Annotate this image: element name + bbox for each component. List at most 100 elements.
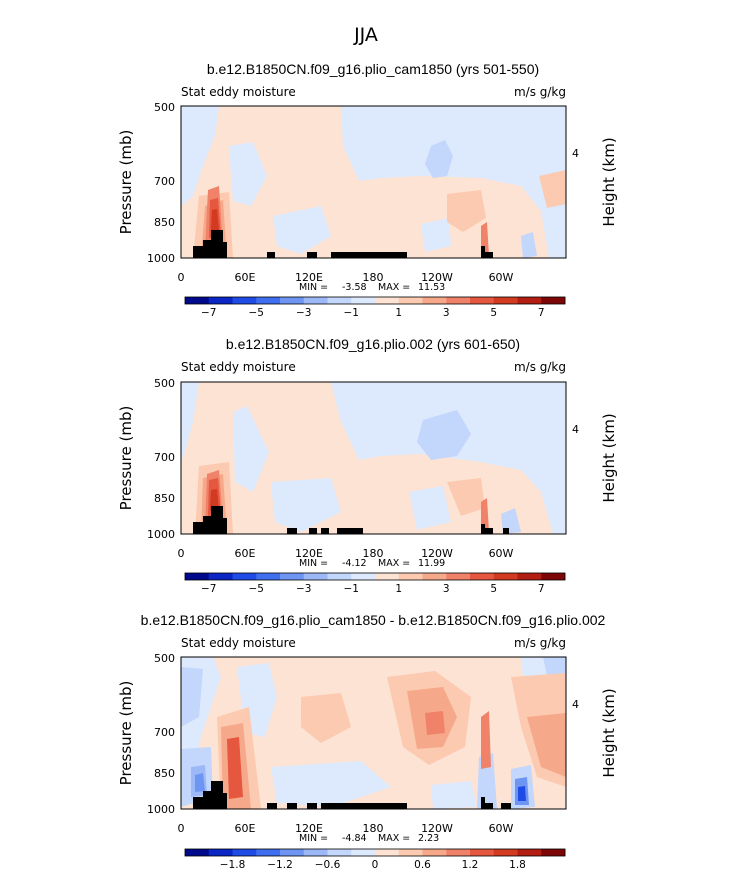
contour-fill-light-blue: [271, 478, 341, 532]
colorbar-swatch: [398, 297, 423, 304]
contour-fill-blue: [501, 508, 521, 534]
colorbar-swatch: [351, 573, 376, 580]
x-tick-label: 120E: [295, 822, 323, 835]
contour-fill-light-blue: [409, 486, 451, 530]
x-tick-label: 0: [178, 822, 185, 835]
contour-fill-blue: [195, 773, 205, 792]
colorbar-label: −3: [296, 583, 311, 595]
colorbar-swatch: [327, 573, 352, 580]
colorbar-swatch: [493, 573, 518, 580]
min-label: MIN =: [299, 833, 328, 844]
colorbar-label: −1: [344, 307, 359, 319]
y-tick-label: 850: [154, 216, 175, 229]
colorbar: −1.8 −1.2 −0.6 0 0.6 1.2 1.8: [184, 848, 566, 871]
colorbar-label: 0: [372, 859, 379, 871]
y-right-axis-label: Height (km): [600, 413, 618, 502]
colorbar-label: 3: [443, 307, 450, 319]
colorbar-swatch: [422, 849, 447, 856]
colorbar-swatch: [446, 573, 471, 580]
min-max-stats: MIN = -4.12 MAX = 11.99: [299, 558, 445, 569]
colorbar-swatch: [422, 297, 447, 304]
y-tick-label: 850: [154, 492, 175, 505]
x-tick-label: 0: [178, 547, 185, 560]
colorbar-label: −5: [249, 307, 264, 319]
units-label: m/s g/kg: [514, 85, 566, 99]
colorbar-label: 7: [538, 307, 545, 319]
colorbar-label: 0.6: [414, 859, 431, 871]
x-tick-label: 60W: [489, 822, 514, 835]
colorbar-swatch: [280, 297, 305, 304]
colorbar-swatch: [303, 573, 328, 580]
y-axis-label: Pressure (mb): [117, 406, 135, 511]
colorbar-border: [184, 848, 566, 857]
x-tick-label: 180: [363, 822, 384, 835]
topography-mask: [193, 506, 509, 534]
colorbar-swatch: [470, 573, 495, 580]
colorbar-label: 1: [395, 583, 402, 595]
contour-fill-blue: [521, 232, 537, 258]
contour-fill-light-blue: [181, 382, 199, 462]
x-ticks: 0 60E 120E 180 120W 60W: [178, 271, 514, 284]
colorbar-label: 3: [443, 583, 450, 595]
contour-fill-red: [211, 209, 219, 231]
colorbar-swatch: [398, 849, 423, 856]
panel-title: b.e12.B1850CN.f09_g16.plio_cam1850 (yrs …: [207, 61, 539, 77]
colorbar-swatch: [232, 849, 257, 856]
colorbar-label: −0.6: [315, 859, 341, 871]
colorbar-swatch: [185, 297, 210, 304]
plot-area: [180, 381, 567, 535]
colorbar-swatch: [470, 849, 495, 856]
contour-fill-light-blue: [421, 218, 451, 252]
colorbar-swatch: [280, 573, 305, 580]
colorbar-swatch: [232, 297, 257, 304]
colorbar-swatch: [493, 297, 518, 304]
y-tick-label: 1000: [147, 252, 175, 265]
x-tick-label: 120W: [421, 822, 453, 835]
min-value: -4.84: [342, 833, 367, 844]
colorbar-swatch: [517, 849, 542, 856]
colorbar-swatch: [303, 849, 328, 856]
max-label: MAX =: [378, 833, 410, 844]
contour-fill-orange: [527, 713, 566, 777]
max-label: MAX =: [378, 282, 410, 293]
contour-fill-orange: [301, 693, 351, 743]
y-right-tick-label: 4: [572, 423, 579, 436]
colorbar-swatch: [398, 573, 423, 580]
contour-fill-orange: [447, 478, 485, 516]
colorbar-swatch: [185, 573, 210, 580]
colorbar-label: −7: [201, 583, 216, 595]
colorbar-label: 1: [395, 307, 402, 319]
colorbar-border: [184, 572, 566, 581]
colorbar-label: −1.8: [220, 859, 246, 871]
colorbar-swatch: [351, 297, 376, 304]
topography-mask: [193, 230, 493, 258]
contour-fill-blue: [417, 410, 471, 460]
x-tick-label: 180: [363, 271, 384, 284]
colorbar-swatch: [351, 849, 376, 856]
colorbar-swatch: [517, 573, 542, 580]
contour-fill-orange: [425, 711, 445, 735]
colorbar-swatch: [517, 297, 542, 304]
max-label: MAX =: [378, 558, 410, 569]
min-label: MIN =: [299, 558, 328, 569]
min-label: MIN =: [299, 282, 328, 293]
y-axis-label: Pressure (mb): [117, 130, 135, 235]
colorbar-swatch: [446, 849, 471, 856]
colorbar-swatch: [375, 297, 400, 304]
y-right-tick-label: 4: [572, 147, 579, 160]
plot-area: [180, 105, 567, 259]
units-label: m/s g/kg: [514, 636, 566, 650]
colorbar-swatch: [446, 297, 471, 304]
colorbar-swatch: [208, 573, 233, 580]
colorbar-label: −7: [201, 307, 216, 319]
x-tick-label: 0: [178, 271, 185, 284]
topography-mask: [193, 781, 511, 809]
colorbar-label: 1.2: [462, 859, 479, 871]
colorbar-label: 5: [490, 307, 497, 319]
contour-fill-light-blue: [431, 781, 477, 809]
max-value: 11.99: [418, 558, 445, 569]
contour-fill-orange: [481, 711, 491, 769]
colorbar-swatch: [208, 849, 233, 856]
contour-fill-light-blue: [331, 382, 566, 534]
